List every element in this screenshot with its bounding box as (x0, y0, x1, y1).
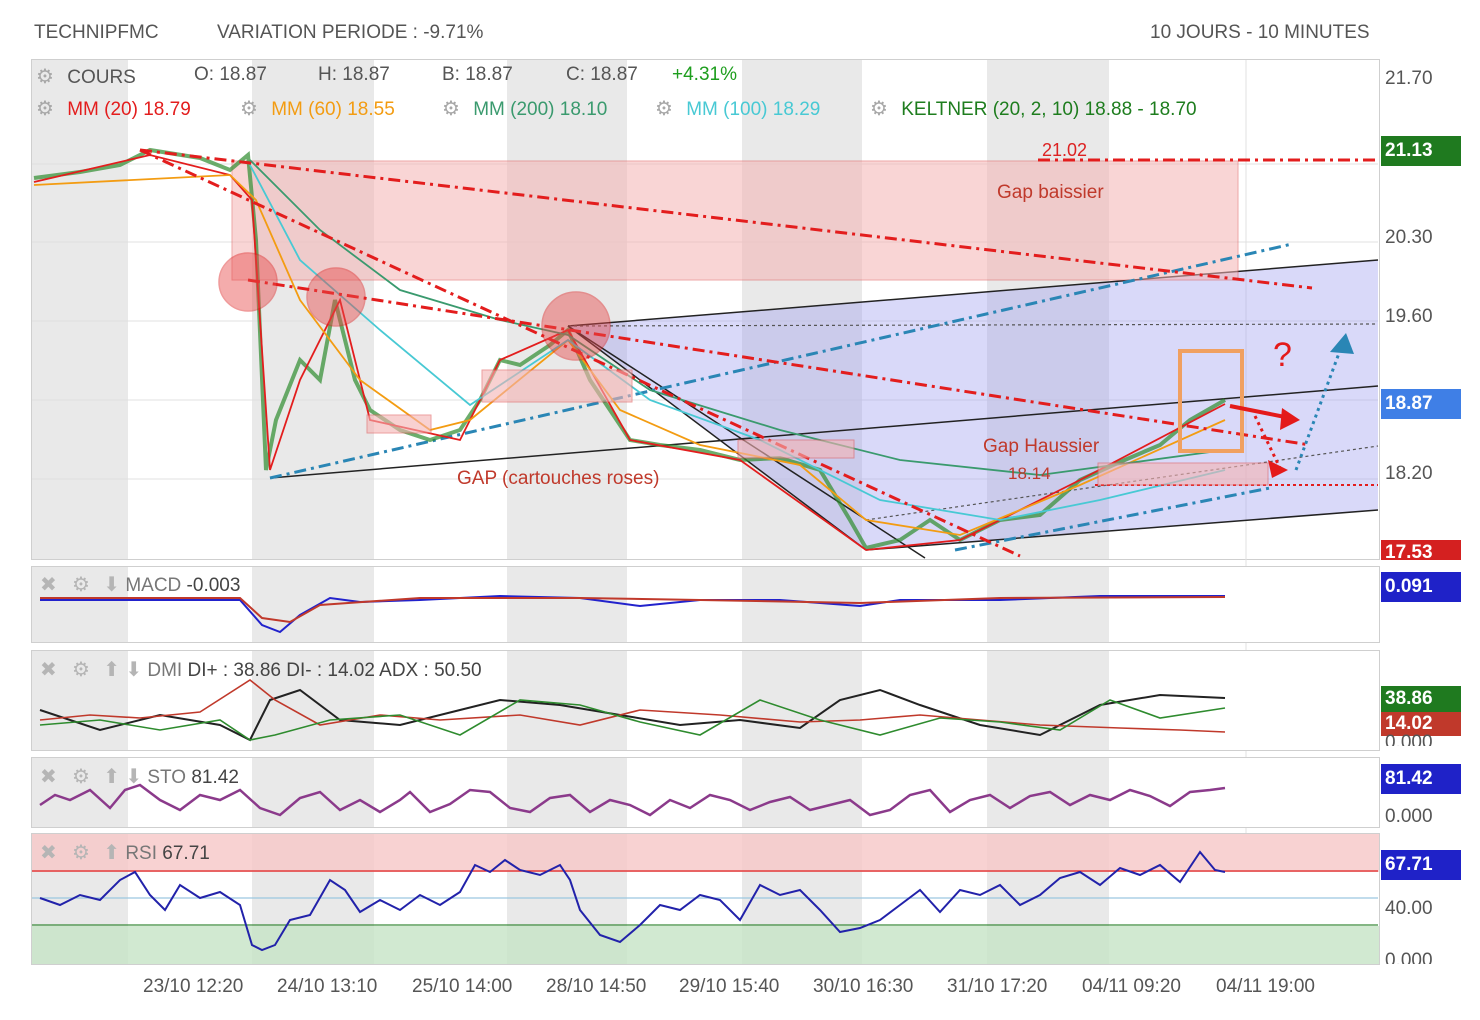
close-value: C: 18.87 (566, 64, 638, 85)
x-tick: 29/10 15:40 (679, 976, 780, 997)
gear-icon[interactable]: ⚙ (36, 98, 54, 120)
gap-haussier-label: Gap Haussier (983, 436, 1100, 457)
gear-icon[interactable]: ⚙ (72, 766, 90, 788)
close-icon[interactable]: ✖ (40, 842, 57, 864)
high-value: H: 18.87 (318, 64, 390, 85)
gear-icon[interactable]: ⚙ (442, 98, 460, 120)
arrow-up-icon[interactable]: ⬆ (103, 842, 121, 864)
macd-controls: ✖ ⚙ ⬇ MACD -0.003 (40, 574, 241, 596)
arrow-up-icon[interactable]: ⬆ (103, 659, 121, 681)
period-label[interactable]: 10 JOURS - 10 MINUTES (1150, 22, 1370, 43)
gap-baissier-label: Gap baissier (997, 182, 1104, 203)
gear-icon[interactable]: ⚙ (72, 842, 90, 864)
rsi-controls: ✖ ⚙ ⬆ RSI 67.71 (40, 842, 210, 864)
price-panel[interactable] (31, 59, 1380, 560)
x-tick: 25/10 14:00 (412, 976, 513, 997)
sto-tick: 0.000 (1385, 806, 1433, 827)
arrow-down-icon[interactable]: ⬇ (125, 659, 143, 681)
close-icon[interactable]: ✖ (40, 766, 57, 788)
keltner-legend: ⚙ KELTNER (20, 2, 10) 18.88 - 18.70 (870, 98, 1197, 120)
price-badge-1753: 17.53 (1381, 540, 1461, 560)
gear-icon[interactable]: ⚙ (72, 659, 90, 681)
sto-badge: 81.42 (1381, 764, 1461, 794)
level-2102-label: 21.02 (1042, 140, 1088, 160)
arrow-down-icon[interactable]: ⬇ (103, 574, 121, 596)
gear-icon[interactable]: ⚙ (870, 98, 888, 120)
x-tick: 23/10 12:20 (143, 976, 244, 997)
rsi-badge: 67.71 (1381, 850, 1461, 880)
gear-icon[interactable]: ⚙ (72, 574, 90, 596)
close-icon[interactable]: ✖ (40, 574, 57, 596)
rsi-tick: 40.00 (1385, 898, 1433, 919)
dmi-controls: ✖ ⚙ ⬆ ⬇ DMI DI+ : 38.86 DI- : 14.02 ADX … (40, 659, 482, 681)
gear-icon[interactable]: ⚙ (240, 98, 258, 120)
dmi-plus-badge: 38.86 (1381, 686, 1461, 712)
sto-controls: ✖ ⚙ ⬆ ⬇ STO 81.42 (40, 766, 239, 788)
y-tick: 18.20 (1385, 463, 1433, 484)
y-tick: 19.60 (1385, 306, 1433, 327)
x-tick: 04/11 19:00 (1216, 976, 1315, 997)
gap-cartouches-label: GAP (cartouches roses) (457, 468, 660, 489)
dmi-tick: 0.000 (1385, 732, 1433, 746)
mm60-legend: ⚙ MM (60) 18.55 (240, 98, 395, 120)
x-tick: 30/10 16:30 (813, 976, 914, 997)
gear-icon[interactable]: ⚙ (655, 98, 673, 120)
level-1814-label: 18.14 (1008, 464, 1051, 483)
mm20-legend: ⚙ MM (20) 18.79 (36, 98, 191, 120)
arrow-down-icon[interactable]: ⬇ (125, 766, 143, 788)
x-tick: 28/10 14:50 (546, 976, 647, 997)
price-badge-2113: 21.13 (1381, 136, 1461, 166)
price-badge-current: 18.87 (1381, 389, 1461, 419)
change-value: +4.31% (672, 64, 737, 85)
mm200-legend: ⚙ MM (200) 18.10 (442, 98, 608, 120)
cours-row: ⚙ COURS (36, 64, 136, 89)
cours-label: COURS (67, 67, 136, 88)
open-value: O: 18.87 (194, 64, 267, 85)
y-tick: 21.70 (1385, 68, 1433, 89)
symbol-title: TECHNIPFMC (34, 22, 159, 43)
mm100-legend: ⚙ MM (100) 18.29 (655, 98, 821, 120)
rsi-panel[interactable] (31, 833, 1380, 965)
variation-label: VARIATION PERIODE : -9.71% (217, 22, 484, 43)
x-tick: 04/11 09:20 (1082, 976, 1181, 997)
y-tick: 20.30 (1385, 227, 1433, 248)
macd-badge: 0.091 (1381, 572, 1461, 602)
gear-icon[interactable]: ⚙ (36, 66, 54, 88)
arrow-up-icon[interactable]: ⬆ (103, 766, 121, 788)
close-icon[interactable]: ✖ (40, 659, 57, 681)
low-value: B: 18.87 (442, 64, 513, 85)
rsi-tick: 0.000 (1385, 950, 1433, 964)
question-mark: ? (1273, 336, 1292, 374)
dmi-minus-badge: 14.02 (1381, 712, 1461, 736)
x-tick: 31/10 17:20 (947, 976, 1048, 997)
x-tick: 24/10 13:10 (277, 976, 378, 997)
